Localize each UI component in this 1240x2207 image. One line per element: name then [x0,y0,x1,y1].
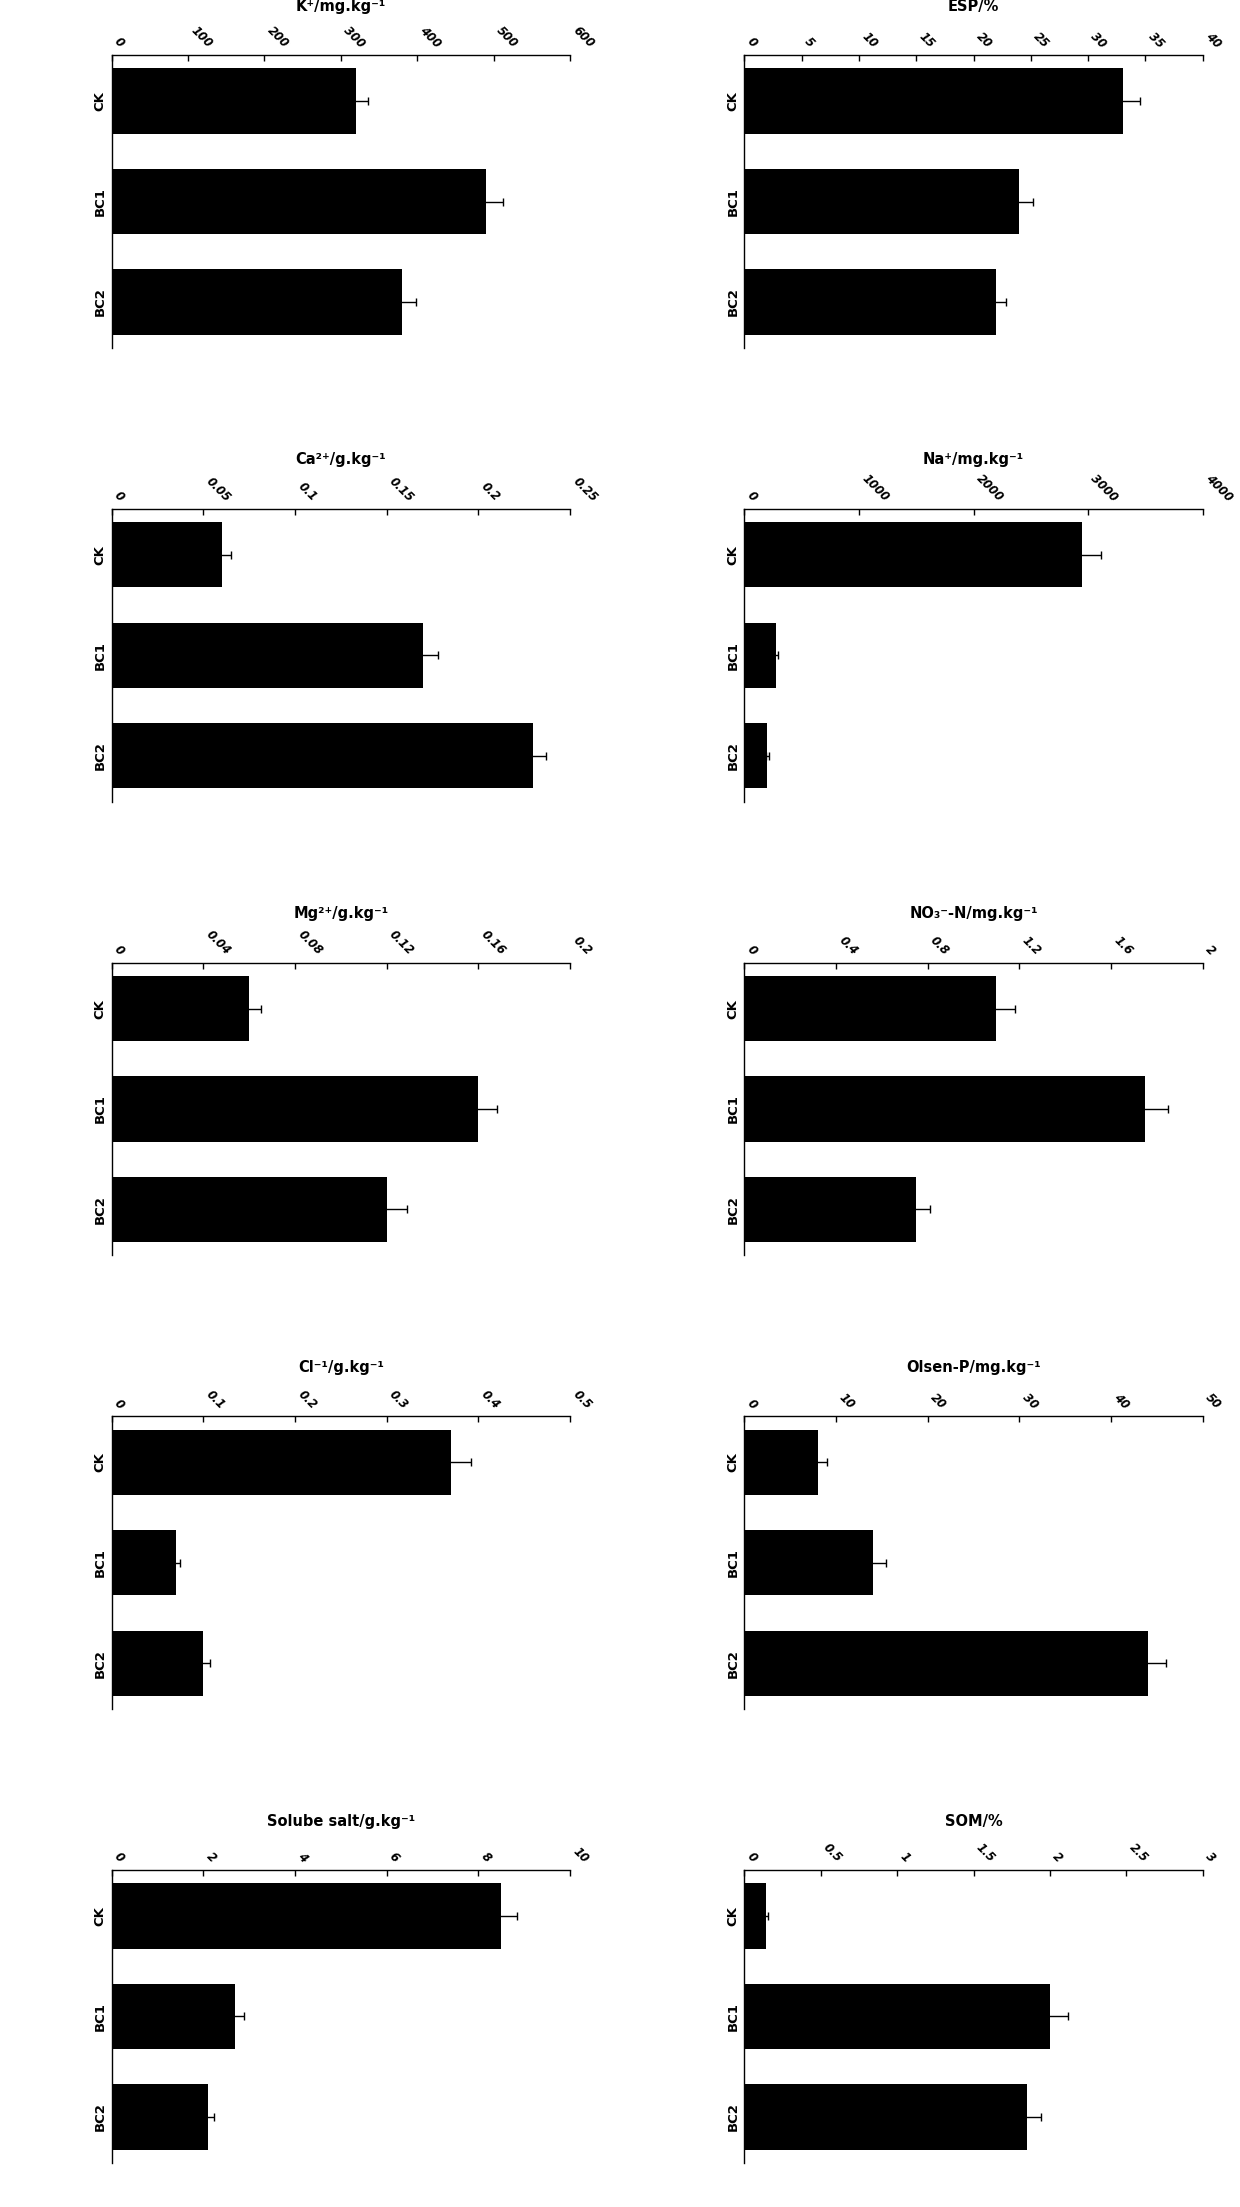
Bar [744,1077,1146,1141]
Bar [112,523,222,587]
Title: NO₃⁻-N/mg.kg⁻¹: NO₃⁻-N/mg.kg⁻¹ [909,907,1038,920]
Bar [744,68,1122,135]
Bar [112,724,533,788]
Bar [744,1984,1050,2048]
Bar [112,1984,236,2048]
Bar [112,622,423,689]
Title: Cl⁻¹/g.kg⁻¹: Cl⁻¹/g.kg⁻¹ [298,1360,384,1375]
Bar [744,170,1019,234]
Bar [744,523,1083,587]
Bar [744,622,776,689]
Title: Mg²⁺/g.kg⁻¹: Mg²⁺/g.kg⁻¹ [293,907,388,920]
Bar [744,975,997,1042]
Bar [112,1631,203,1695]
Title: Ca²⁺/g.kg⁻¹: Ca²⁺/g.kg⁻¹ [295,452,386,468]
Bar [112,1430,451,1494]
Bar [744,724,768,788]
Bar [744,2083,1027,2150]
Bar [112,170,486,234]
Title: Na⁺/mg.kg⁻¹: Na⁺/mg.kg⁻¹ [923,452,1024,468]
Title: SOM/%: SOM/% [945,1814,1002,1830]
Bar [112,1883,501,1949]
Bar [112,2083,208,2150]
Bar [112,1529,176,1596]
Bar [744,269,997,335]
Title: Solube salt/g.kg⁻¹: Solube salt/g.kg⁻¹ [267,1814,415,1830]
Bar [744,1176,916,1243]
Bar [744,1430,817,1494]
Bar [112,1077,479,1141]
Bar [744,1883,766,1949]
Bar [112,975,249,1042]
Title: Olsen-P/mg.kg⁻¹: Olsen-P/mg.kg⁻¹ [906,1360,1040,1375]
Title: K⁺/mg.kg⁻¹: K⁺/mg.kg⁻¹ [295,0,386,13]
Bar [744,1631,1148,1695]
Bar [112,68,356,135]
Bar [112,269,402,335]
Bar [744,1529,873,1596]
Bar [112,1176,387,1243]
Title: ESP/%: ESP/% [947,0,999,13]
